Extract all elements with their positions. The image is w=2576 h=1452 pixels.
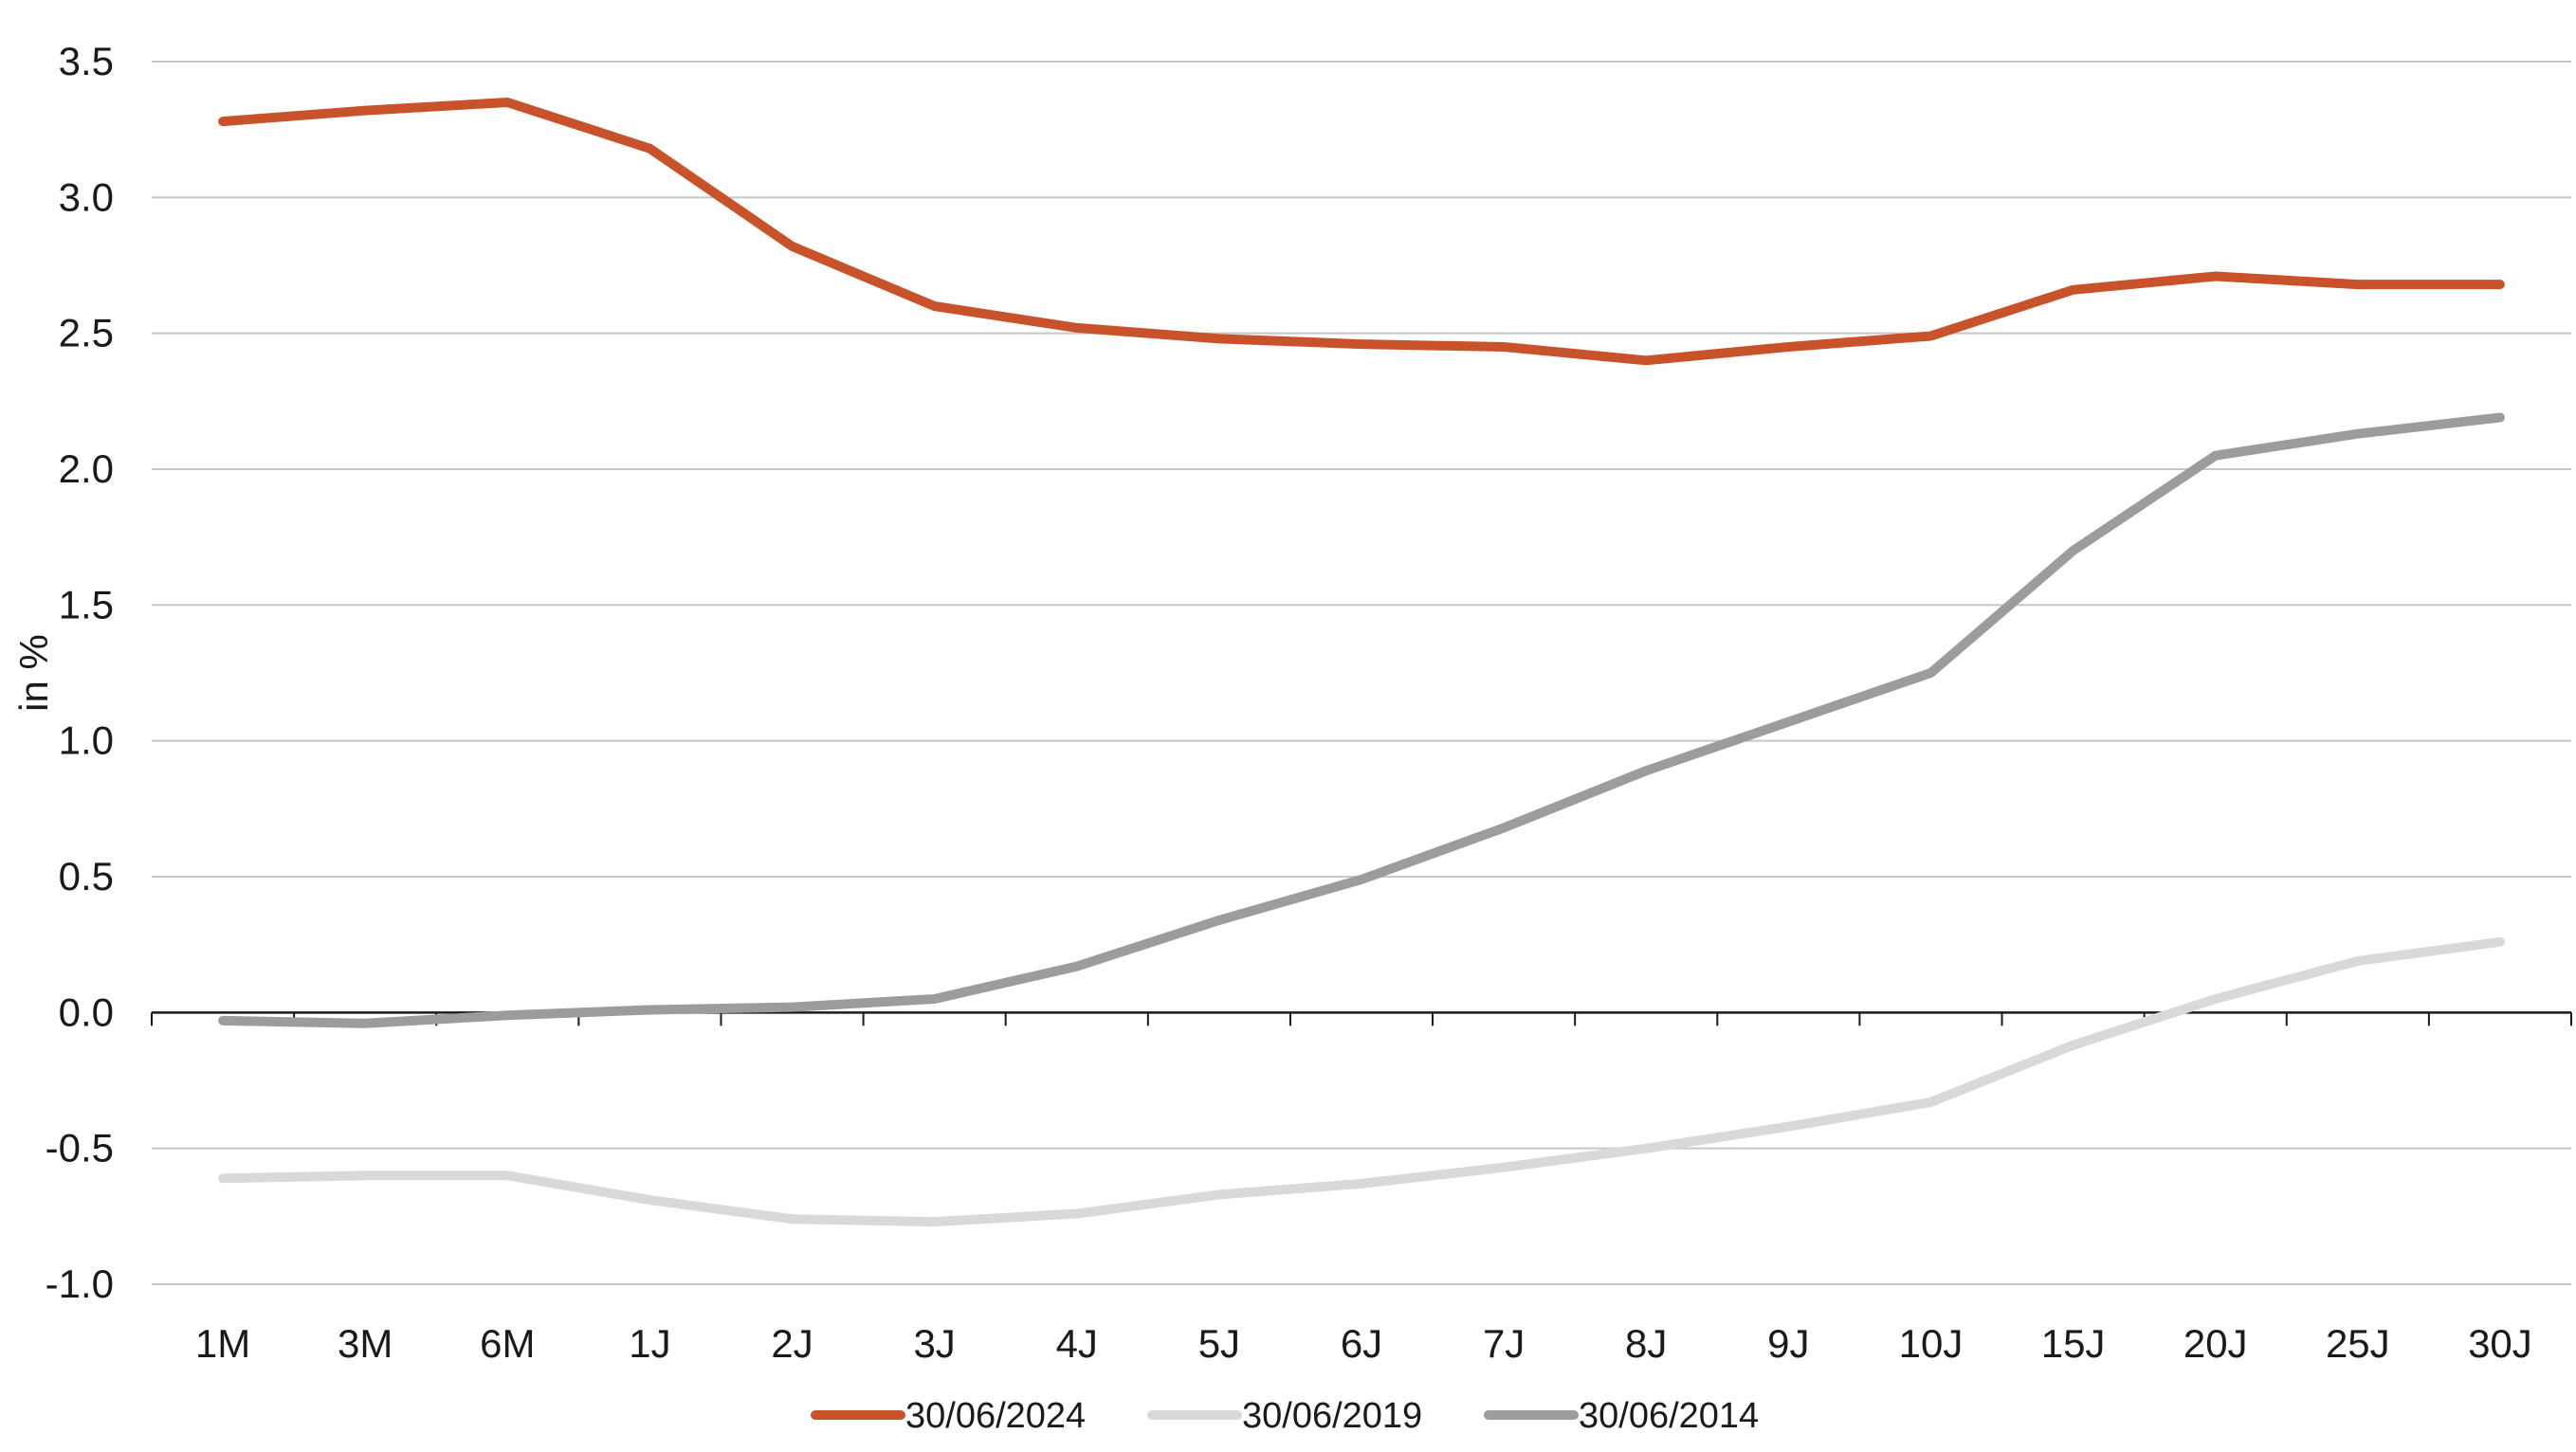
legend: 30/06/2024 30/06/2019 30/06/2014	[815, 1396, 1759, 1436]
y-tick-label: 0.0	[59, 989, 114, 1034]
x-tick-label: 10J	[1899, 1321, 1964, 1366]
y-tick-label: 2.0	[59, 446, 114, 491]
y-tick-label: 1.0	[59, 718, 114, 763]
x-tick-label: 15J	[2041, 1321, 2106, 1366]
x-tick-label: 1M	[195, 1321, 250, 1366]
y-tick-label: 3.0	[59, 174, 114, 219]
x-tick-label: 20J	[2183, 1321, 2248, 1366]
series-line-0	[223, 102, 2500, 360]
x-axis: 1M 3M 6M 1J 2J 3J 4J 5J 6J 7J 8J 9J 10J 15J 20J 25J 30J	[152, 1012, 2571, 1366]
series-line-2	[223, 418, 2500, 1024]
legend-label-1: 30/06/2019	[1242, 1396, 1422, 1436]
series-lines	[223, 102, 2500, 1222]
y-tick-label: -0.5	[46, 1126, 114, 1171]
y-tick-label: 0.5	[59, 854, 114, 898]
y-tick-label: 2.5	[59, 311, 114, 355]
x-tick-label: 1J	[629, 1321, 670, 1366]
x-tick-label: 6J	[1341, 1321, 1382, 1366]
x-tick-label: 25J	[2326, 1321, 2390, 1366]
x-tick-label: 6M	[480, 1321, 535, 1366]
y-tick-label: -1.0	[46, 1261, 114, 1306]
x-tick-label: 4J	[1056, 1321, 1098, 1366]
legend-label-2: 30/06/2014	[1579, 1396, 1759, 1436]
y-axis-title: in %	[11, 634, 56, 712]
x-tick-label: 9J	[1767, 1321, 1809, 1366]
gridlines	[152, 62, 2571, 1284]
series-line-1	[223, 942, 2500, 1222]
x-tick-label: 5J	[1198, 1321, 1240, 1366]
x-tick-label: 7J	[1483, 1321, 1525, 1366]
legend-label-0: 30/06/2024	[905, 1396, 1086, 1436]
x-tick-label: 2J	[771, 1321, 813, 1366]
x-tick-label: 30J	[2468, 1321, 2532, 1366]
x-tick-label: 3J	[913, 1321, 955, 1366]
y-tick-label: 3.5	[59, 39, 114, 83]
x-tick-label: 3M	[338, 1321, 393, 1366]
y-tick-label: 1.5	[59, 582, 114, 626]
x-tick-label: 8J	[1625, 1321, 1667, 1366]
